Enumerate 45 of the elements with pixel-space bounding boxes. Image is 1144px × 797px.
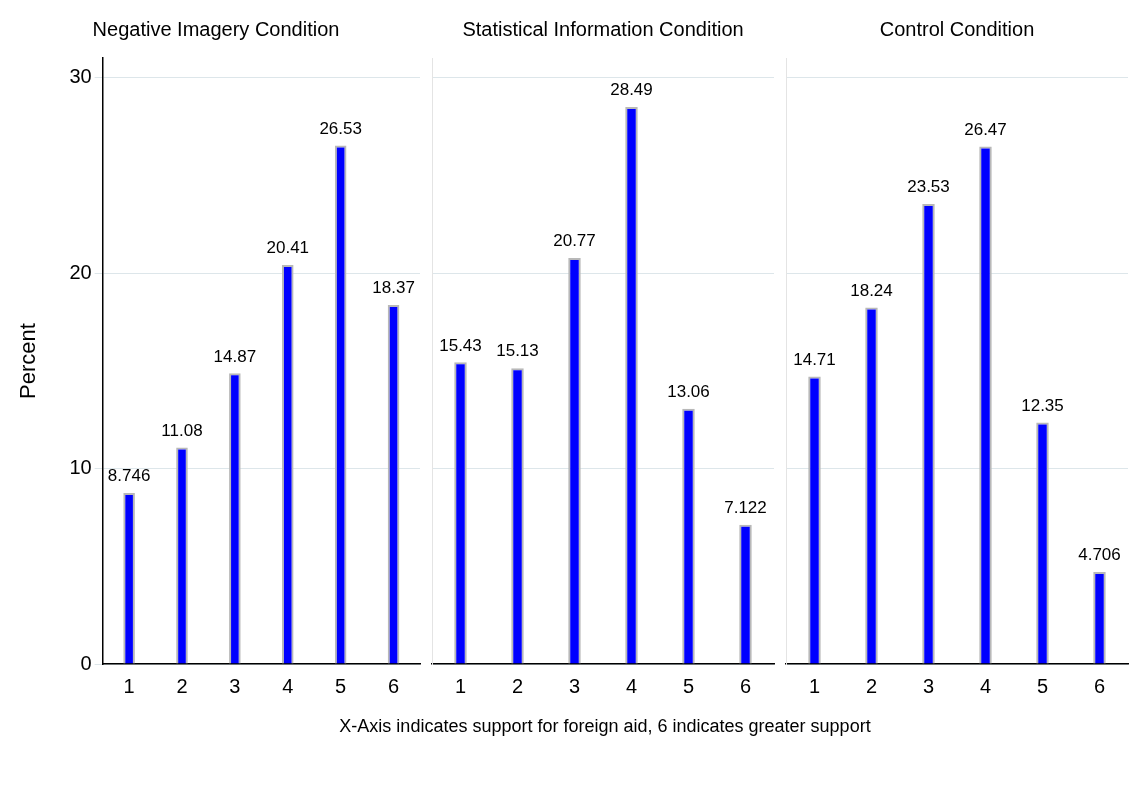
x-tick-label: 1	[123, 674, 135, 697]
data-label: 12.35	[1021, 395, 1064, 415]
x-tick-label: 1	[454, 674, 467, 697]
data-label: 18.37	[372, 278, 415, 298]
y-tick-label: 10	[69, 456, 92, 479]
x-tick-label: 2	[865, 674, 878, 697]
y-tick-label: 0	[80, 651, 92, 674]
x-tick-label: 6	[1093, 674, 1106, 697]
chart-title: Control Condition	[879, 17, 1035, 40]
data-label: 28.49	[610, 80, 653, 100]
x-tick-label: 6	[387, 674, 400, 697]
y-tick-label: 20	[69, 260, 92, 283]
y-tick-label: 30	[69, 65, 92, 88]
x-tick-label: 4	[625, 674, 638, 697]
y-axis-title: Percent	[15, 323, 41, 399]
data-label: 26.53	[319, 118, 362, 138]
data-label: 14.87	[213, 346, 257, 366]
x-tick-label: 5	[335, 674, 347, 697]
data-label: 13.06	[667, 381, 710, 401]
x-tick-label: 4	[282, 674, 294, 697]
chart-title: Statistical Information Condition	[462, 17, 744, 40]
x-tick-label: 4	[979, 674, 992, 697]
x-tick-label: 3	[568, 674, 581, 697]
x-tick-label: 1	[808, 674, 821, 697]
chart-title: Negative Imagery Condition	[92, 17, 340, 40]
data-label: 15.13	[496, 341, 539, 361]
data-label: 23.53	[907, 177, 950, 197]
data-label: 7.122	[724, 497, 767, 517]
data-label: 20.41	[266, 238, 310, 258]
data-label: 26.47	[964, 119, 1007, 139]
x-tick-label: 2	[176, 674, 188, 697]
x-tick-label: 2	[511, 674, 524, 697]
data-label: 8.746	[107, 466, 151, 486]
x-tick-label: 3	[229, 674, 241, 697]
x-tick-label: 3	[922, 674, 935, 697]
data-label: 20.77	[553, 231, 596, 251]
data-label: 14.71	[793, 349, 836, 369]
x-tick-label: 6	[739, 674, 752, 697]
data-label: 15.43	[439, 335, 482, 355]
data-label: 11.08	[161, 420, 203, 440]
x-tick-label: 5	[682, 674, 695, 697]
data-label: 4.706	[1078, 545, 1121, 565]
x-axis-title: X-Axis indicates support for foreign aid, 6 indicates greater support	[339, 716, 871, 737]
x-tick-label: 5	[1036, 674, 1049, 697]
data-label: 18.24	[850, 280, 893, 300]
